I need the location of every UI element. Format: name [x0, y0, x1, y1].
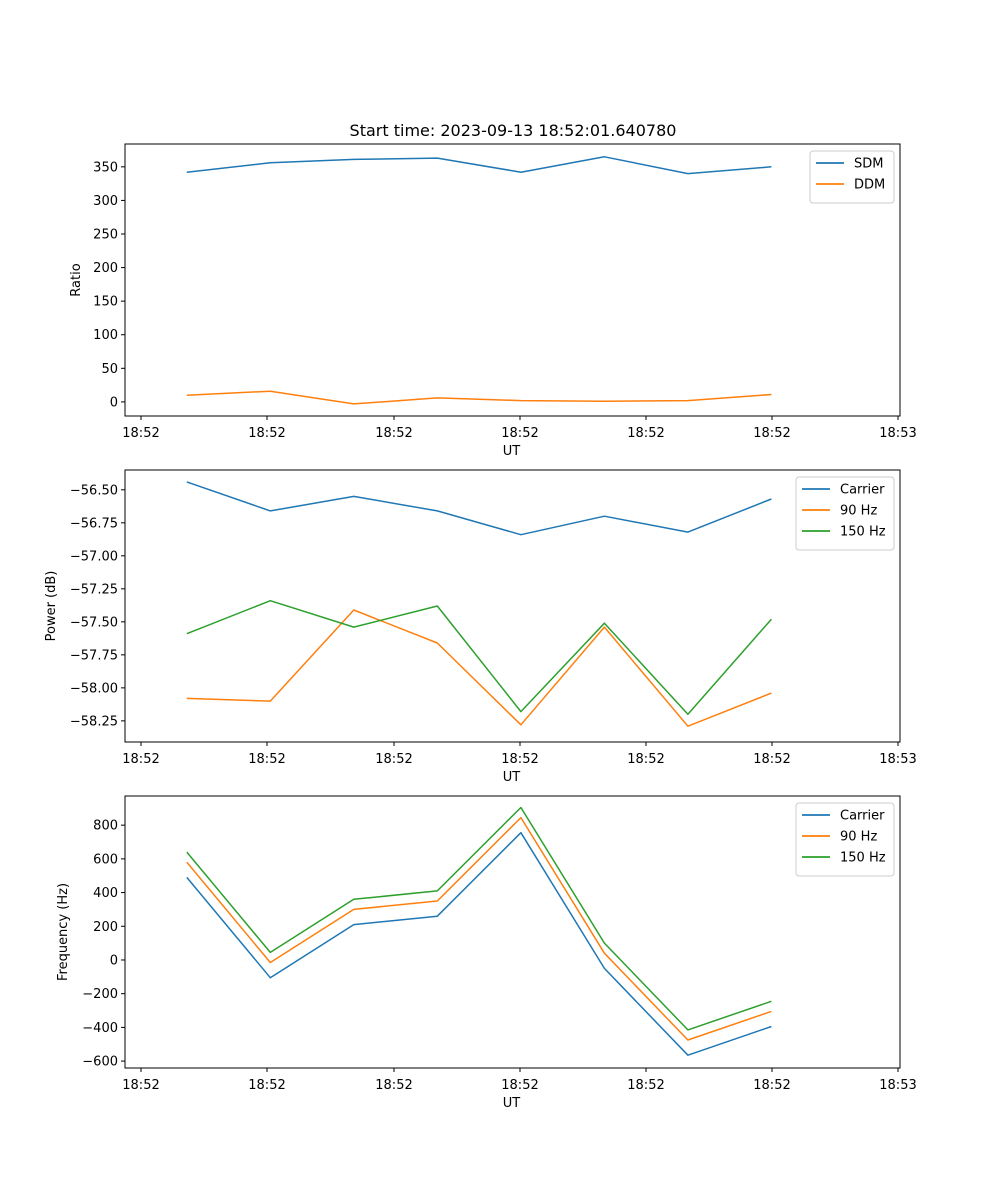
y-axis-label: Power (dB) [44, 571, 59, 642]
ratio-panel: 0 50 100 150 200 250 300 350 18:52 18:52 18:52 18:5… [69, 143, 917, 459]
legend-label: 150 Hz [840, 525, 886, 540]
x-tick-label: 18:52 [375, 1078, 412, 1093]
x-tick-label: 18:52 [248, 1078, 285, 1093]
y-tick-label: −56.50 [70, 483, 118, 498]
y-tick-label: −58.25 [70, 714, 118, 729]
legend-label: Carrier [840, 483, 885, 498]
y-axis-label: Ratio [69, 263, 84, 296]
x-tick-label: 18:52 [248, 426, 285, 441]
y-tick-label: 100 [93, 328, 118, 343]
y-tick-label: −57.00 [70, 549, 118, 564]
legend-label: 150 Hz [840, 851, 886, 866]
series-line-ddm [186, 390, 772, 405]
x-tick-label: 18:52 [753, 1078, 790, 1093]
y-tick-label: −57.25 [70, 582, 118, 597]
x-tick-label: 18:52 [627, 752, 664, 767]
figure-title: Start time: 2023-09-13 18:52:01.640780 [350, 121, 677, 140]
x-tick-label: 18:52 [122, 1078, 159, 1093]
x-tick-label: 18:52 [122, 752, 159, 767]
x-tick-label: 18:52 [375, 752, 412, 767]
x-tick-label: 18:53 [879, 1078, 916, 1093]
y-tick-label: 200 [93, 920, 118, 935]
y-tick-label: −200 [82, 987, 118, 1002]
x-tick-label: 18:53 [879, 752, 916, 767]
series-line-150-hz [186, 806, 772, 1031]
y-tick-label: 250 [93, 227, 118, 242]
y-tick-label: −600 [82, 1055, 118, 1070]
x-tick-label: 18:52 [248, 752, 285, 767]
x-axis-label: UT [503, 1096, 521, 1111]
legend-label: 90 Hz [840, 830, 877, 845]
y-tick-label: 150 [93, 295, 118, 310]
y-tick-label: −56.75 [70, 516, 118, 531]
y-tick-label: −58.00 [70, 681, 118, 696]
series-line-90-hz [186, 609, 772, 727]
y-tick-label: 200 [93, 261, 118, 276]
x-tick-label: 18:53 [879, 426, 916, 441]
legend-label: SDM [854, 157, 883, 172]
y-tick-label: 0 [110, 953, 118, 968]
y-tick-label: 800 [93, 819, 118, 834]
series-line-90-hz [186, 816, 772, 1041]
power-panel: −58.25 −58.00 −57.75 −57.50 −57.25 −57.00 −56.… [44, 469, 917, 785]
series-line-carrier [186, 831, 772, 1056]
y-tick-label: 300 [93, 194, 118, 209]
x-tick-label: 18:52 [753, 426, 790, 441]
axes-frame [124, 469, 901, 743]
y-tick-label: −57.50 [70, 615, 118, 630]
y-tick-label: −400 [82, 1021, 118, 1036]
y-tick-label: 350 [93, 160, 118, 175]
x-tick-label: 18:52 [753, 752, 790, 767]
x-axis-label: UT [503, 770, 521, 785]
legend-label: 90 Hz [840, 504, 877, 519]
axes-frame [124, 795, 901, 1069]
series-line-carrier [186, 481, 772, 536]
y-tick-label: −57.75 [70, 648, 118, 663]
legend-label: Carrier [840, 809, 885, 824]
y-tick-label: 0 [110, 395, 118, 410]
x-tick-label: 18:52 [501, 426, 538, 441]
x-tick-label: 18:52 [627, 426, 664, 441]
x-tick-label: 18:52 [375, 426, 412, 441]
y-axis-label: Frequency (Hz) [56, 883, 71, 981]
axes-frame [124, 143, 901, 417]
x-tick-label: 18:52 [501, 752, 538, 767]
x-tick-label: 18:52 [122, 426, 159, 441]
legend-label: DDM [854, 178, 885, 193]
frequency-panel: −600 −400 −200 0 200 400 600 800 18:52 18:52 18:52… [56, 795, 917, 1111]
y-tick-label: 600 [93, 852, 118, 867]
series-line-sdm [186, 156, 772, 175]
x-tick-label: 18:52 [501, 1078, 538, 1093]
series-line-150-hz [186, 599, 772, 716]
x-tick-label: 18:52 [627, 1078, 664, 1093]
legend-box [809, 150, 895, 204]
y-tick-label: 400 [93, 886, 118, 901]
y-tick-label: 50 [101, 362, 118, 377]
x-axis-label: UT [503, 444, 521, 459]
